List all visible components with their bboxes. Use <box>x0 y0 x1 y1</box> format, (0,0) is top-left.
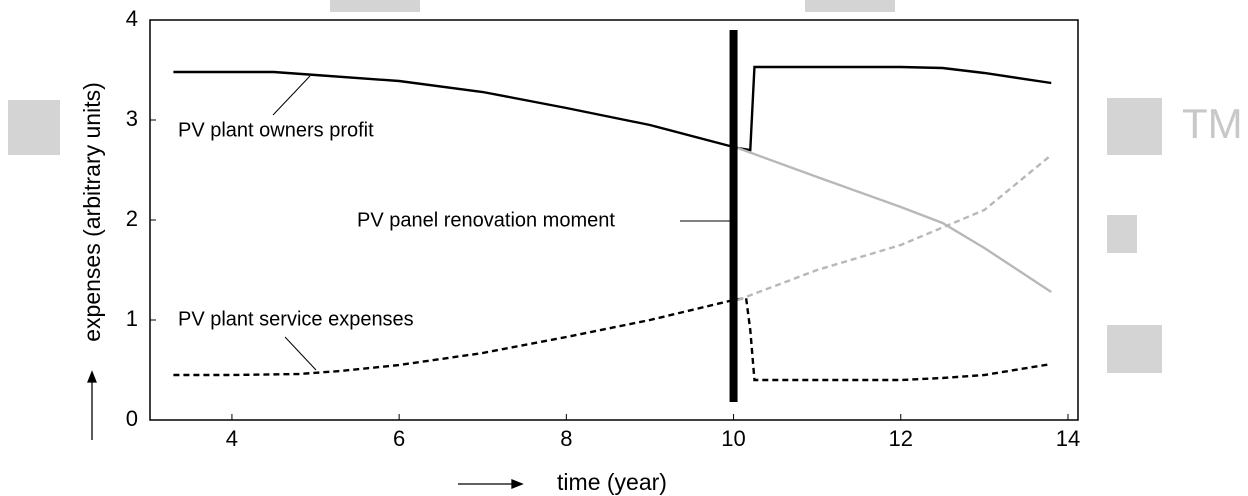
leader-lines <box>272 75 735 371</box>
y-axis-label: expenses (arbitrary units) <box>79 82 105 342</box>
annotation: PV plant owners profit <box>178 119 374 141</box>
y-tick-label: 3 <box>126 106 138 131</box>
series-line <box>173 296 1052 382</box>
y-tick-label: 2 <box>126 206 138 231</box>
x-tick-label: 8 <box>560 426 572 451</box>
x-tick-label: 10 <box>721 426 745 451</box>
x-tick-label: 4 <box>226 426 238 451</box>
watermark-text: TM <box>1182 100 1243 147</box>
y-tick-label: 4 <box>126 6 138 31</box>
axis-arrows <box>87 370 524 489</box>
watermark-shapes <box>8 0 1162 373</box>
x-axis-label: time (year) <box>557 469 667 495</box>
y-tick-label: 0 <box>126 406 138 431</box>
x-tick-label: 6 <box>393 426 405 451</box>
x-tick-label: 14 <box>1056 426 1080 451</box>
series-line <box>737 146 1052 294</box>
annotation: PV panel renovation moment <box>357 209 615 231</box>
y-tick-label: 1 <box>126 306 138 331</box>
annotation: PV plant service expenses <box>178 308 414 330</box>
series-line <box>737 154 1053 302</box>
x-tick-label: 12 <box>889 426 913 451</box>
